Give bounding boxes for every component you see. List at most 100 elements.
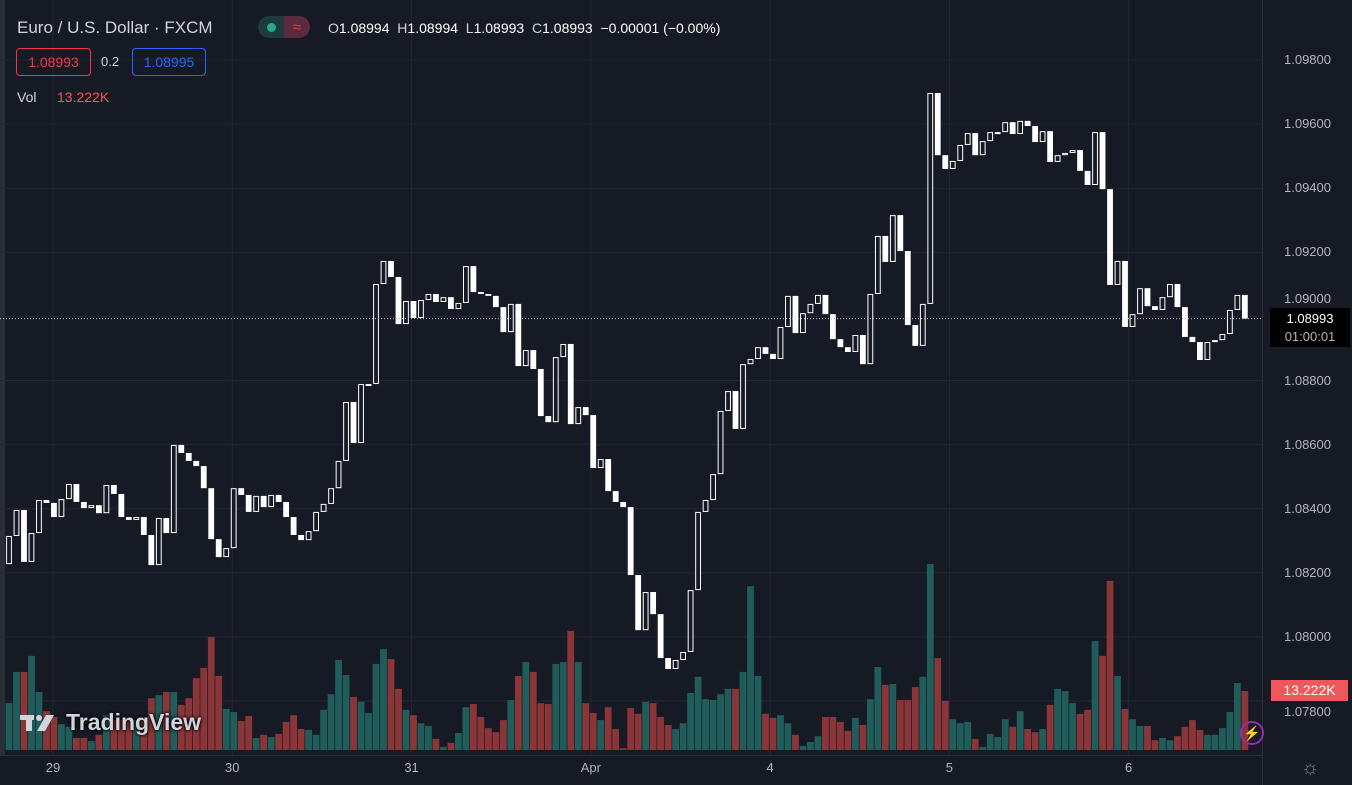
candle-down <box>590 415 597 468</box>
price-tick-label: 1.07800 <box>1284 704 1331 719</box>
candle-up <box>403 301 409 325</box>
volume-bar <box>140 720 148 750</box>
volume-bar <box>679 723 687 750</box>
volume-bar <box>657 716 665 750</box>
candle-up <box>28 533 35 562</box>
symbol-title[interactable]: Euro / U.S. Dollar · FXCM <box>17 18 213 37</box>
volume-bar <box>964 721 972 750</box>
candle-down <box>627 507 634 576</box>
volume-bar <box>73 737 80 750</box>
volume-bar <box>702 699 709 750</box>
candle-down <box>395 276 402 325</box>
volume-bar <box>784 723 792 750</box>
volume-bar <box>619 748 627 750</box>
settings-gear-icon[interactable]: ☼ <box>1301 757 1320 779</box>
volume-bar <box>574 662 582 750</box>
candle-up <box>1226 309 1233 335</box>
candle-up <box>994 132 1001 135</box>
volume-bar <box>312 734 320 750</box>
candle-up <box>343 401 349 461</box>
candle-down <box>81 501 87 509</box>
candle-down <box>792 295 799 334</box>
candle-up <box>597 459 604 468</box>
volume-bar <box>881 684 889 750</box>
candle-down <box>635 575 642 631</box>
candle-up <box>702 500 709 512</box>
volume-bar <box>537 703 545 750</box>
candle-down <box>208 488 215 540</box>
price-chart[interactable] <box>0 0 1262 755</box>
volume-bar <box>694 676 702 750</box>
volume-bar <box>50 716 58 750</box>
candle-up <box>687 590 694 652</box>
volume-bar <box>125 720 133 750</box>
volume-bar <box>297 729 305 750</box>
volume-bar <box>5 703 13 750</box>
volume-bar <box>844 730 852 750</box>
candle-down <box>882 235 889 262</box>
candle-up <box>1002 122 1009 133</box>
candle-up <box>1129 314 1136 327</box>
sell-button[interactable]: 1.08993 <box>16 48 91 76</box>
candle-up <box>800 313 806 334</box>
volume-bar <box>762 713 769 750</box>
volume-bar <box>979 746 987 750</box>
candle-up <box>1062 152 1068 156</box>
lightning-icon[interactable]: ⚡ <box>1240 721 1264 745</box>
volume-bar <box>447 742 455 750</box>
price-tick-label: 1.08800 <box>1284 372 1331 388</box>
time-tick-label: 4 <box>766 760 774 775</box>
volume-bar <box>1218 728 1226 750</box>
candle-up <box>919 303 926 346</box>
volume-bar <box>926 563 934 750</box>
candle-up <box>253 495 260 512</box>
candle-up <box>725 391 731 411</box>
candle-up <box>462 266 469 303</box>
volume-bar <box>222 708 230 750</box>
candle-down <box>1122 260 1128 327</box>
volume-bar <box>634 713 642 750</box>
time-tick-label: Apr <box>580 760 601 775</box>
volume-bar <box>365 712 372 750</box>
volume-bar <box>1106 580 1114 750</box>
volume-legend-label[interactable]: Vol <box>17 89 37 105</box>
last-price: 1.08993 <box>1286 311 1334 326</box>
volume-bar <box>1016 711 1024 750</box>
volume-bar <box>664 725 672 750</box>
volume-bar <box>1091 641 1099 750</box>
candle-down <box>770 353 776 360</box>
candle-up <box>1114 260 1121 285</box>
candle-down <box>545 416 552 423</box>
candle-up <box>6 535 12 565</box>
tradingview-logo[interactable]: TradingView <box>20 709 201 736</box>
volume-bar <box>807 741 814 750</box>
price-tick-label: 1.09600 <box>1284 116 1331 132</box>
candle-down <box>1189 336 1196 343</box>
volume-bar <box>724 688 732 750</box>
volume-bar <box>95 734 103 750</box>
volume-bar <box>814 736 822 750</box>
volume-bar <box>155 695 163 750</box>
volume-bar <box>732 688 739 750</box>
volume-bar <box>911 687 919 750</box>
buy-button[interactable]: 1.08995 <box>132 48 206 76</box>
volume-bar <box>1114 675 1121 750</box>
volume-bar <box>971 738 979 750</box>
candle-up <box>455 302 462 310</box>
close-key: C <box>531 20 543 36</box>
volume-bar <box>1166 740 1174 750</box>
volume-bar <box>1039 729 1047 750</box>
volume-bar <box>320 709 327 750</box>
price-tick-label: 1.08600 <box>1284 436 1331 452</box>
market-status-toggle[interactable]: ≈ <box>258 16 310 38</box>
volume-bar <box>1121 708 1129 750</box>
candle-up <box>507 303 514 333</box>
candle-down <box>1009 122 1016 135</box>
candle-up <box>755 347 761 360</box>
volume-bar <box>1061 691 1069 750</box>
candle-down <box>21 509 27 562</box>
candle-down <box>665 658 672 669</box>
candle-up <box>867 293 874 365</box>
candle-up <box>680 651 687 660</box>
candle-up <box>1167 284 1173 298</box>
